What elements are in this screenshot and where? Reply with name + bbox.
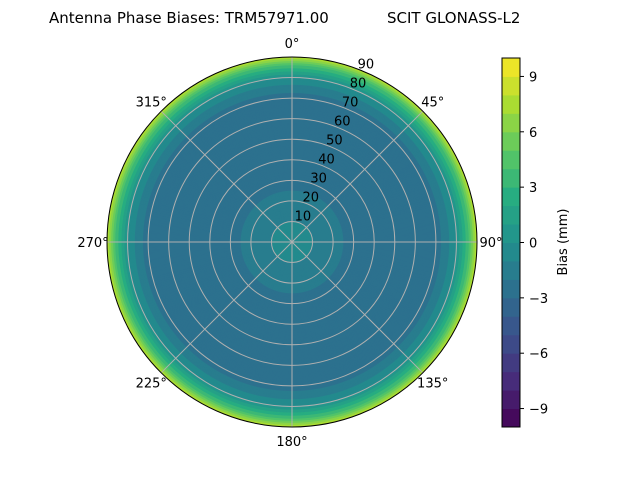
colorbar-level <box>502 168 520 188</box>
colorbar-level <box>502 408 520 428</box>
azimuth-tick-label: 225° <box>136 377 167 392</box>
colorbar-tick-label: 9 <box>529 70 537 85</box>
colorbar-level <box>502 242 520 262</box>
azimuth-tick-label: 135° <box>417 377 448 392</box>
colorbar-level <box>502 150 520 170</box>
radial-tick-label: 50 <box>326 134 343 149</box>
azimuth-tick-label: 270° <box>77 236 108 251</box>
colorbar-level <box>502 187 520 207</box>
colorbar-tick-label: −6 <box>529 347 548 362</box>
radial-tick-label: 60 <box>334 115 351 130</box>
colorbar-level <box>502 279 520 299</box>
azimuth-gridline <box>160 110 293 243</box>
colorbar-tick-label: 0 <box>529 237 537 252</box>
colorbar-tick-label: −3 <box>529 292 548 307</box>
azimuth-tick-label: 0° <box>285 37 300 52</box>
radial-tick-label: 90 <box>358 58 375 73</box>
colorbar-level <box>502 297 520 317</box>
colorbar-tick-label: 6 <box>529 126 537 141</box>
colorbar-level <box>502 131 520 151</box>
colorbar-level <box>502 113 520 133</box>
colorbar-level <box>502 390 520 410</box>
azimuth-gridline <box>291 241 424 374</box>
colorbar-tick-label: 3 <box>529 181 537 196</box>
azimuth-tick-label: 315° <box>136 95 167 110</box>
colorbar-level <box>502 76 520 96</box>
colorbar-level <box>502 224 520 243</box>
colorbar-level <box>502 58 520 77</box>
azimuth-tick-label: 90° <box>479 236 502 251</box>
radial-tick-label: 80 <box>350 77 367 92</box>
colorbar-level <box>502 260 520 280</box>
radial-tick-label: 10 <box>295 210 312 225</box>
chart-title-right: SCIT GLONASS-L2 <box>387 9 520 27</box>
azimuth-gridline <box>160 241 293 374</box>
radial-tick-label: 20 <box>303 191 320 206</box>
radial-tick-label: 30 <box>310 172 327 187</box>
colorbar-tick-label: −9 <box>529 403 548 418</box>
colorbar-level <box>502 334 520 354</box>
colorbar-level <box>502 94 520 114</box>
colorbar-level <box>502 371 520 391</box>
radial-labels: 10 20 30 40 50 60 70 80 90 <box>295 58 374 225</box>
colorbar-label: Bias (mm) <box>556 209 571 276</box>
azimuth-gridline <box>291 110 424 243</box>
radial-tick-label: 70 <box>342 96 359 111</box>
colorbar-level <box>502 316 520 336</box>
azimuth-tick-label: 45° <box>421 95 444 110</box>
polar-grid <box>106 56 478 428</box>
radial-tick-label: 40 <box>318 153 335 168</box>
colorbar: −9 −6 −3 0 3 6 9 <box>501 57 548 428</box>
azimuth-tick-label: 180° <box>276 435 307 450</box>
azimuth-labels: 0° 45° 90° 135° 180° 225° 270° 315° <box>77 37 502 450</box>
chart-title-left: Antenna Phase Biases: TRM57971.00 <box>49 9 329 27</box>
polar-frame <box>106 56 478 428</box>
colorbar-level <box>502 353 520 373</box>
colorbar-level <box>502 205 520 225</box>
